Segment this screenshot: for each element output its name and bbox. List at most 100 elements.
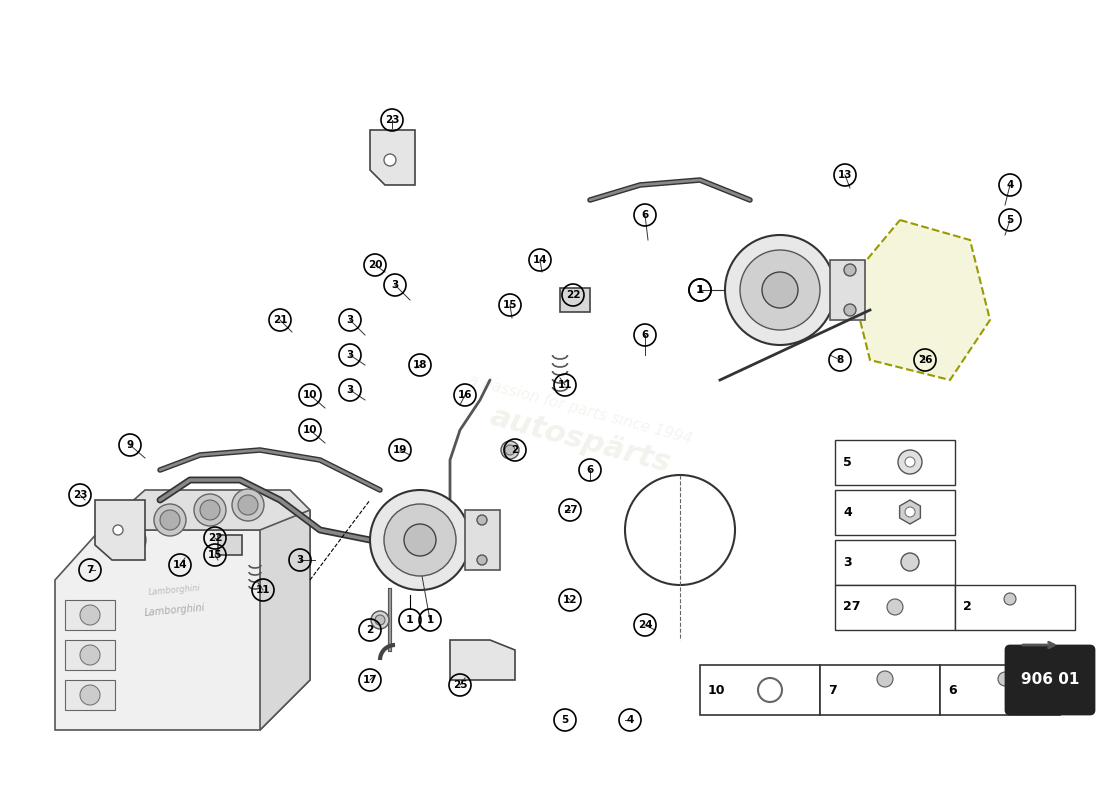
Circle shape [375,615,385,625]
Text: 14: 14 [173,560,187,570]
Polygon shape [900,500,921,524]
Circle shape [901,553,918,571]
Text: 4: 4 [843,506,851,518]
Bar [700,665,820,715]
Bar [955,585,1075,630]
Circle shape [113,525,123,535]
Text: 14: 14 [532,255,548,265]
Text: 6: 6 [586,465,594,475]
Circle shape [725,235,835,345]
Text: 5: 5 [561,715,569,725]
Text: 10: 10 [302,390,317,400]
Text: Lamborghini: Lamborghini [144,602,206,618]
Text: 27: 27 [563,505,578,515]
Text: 20: 20 [367,260,383,270]
Circle shape [898,450,922,474]
Circle shape [844,304,856,316]
Polygon shape [370,130,415,185]
Polygon shape [450,640,515,680]
Text: 24: 24 [638,620,652,630]
Circle shape [384,154,396,166]
Text: 15: 15 [503,300,517,310]
Bar [65,640,116,670]
Text: 1: 1 [427,615,433,625]
Text: 3: 3 [346,315,353,325]
Text: 13: 13 [838,170,853,180]
Text: 22: 22 [208,533,222,543]
Circle shape [232,489,264,521]
Circle shape [905,507,915,517]
Bar [65,680,116,710]
Text: 5: 5 [843,455,851,469]
Text: 26: 26 [917,355,933,365]
Bar [835,440,955,485]
Circle shape [1004,593,1016,605]
Polygon shape [218,535,242,555]
Circle shape [500,441,519,459]
Text: autospärts: autospärts [486,402,674,478]
Text: 4: 4 [626,715,634,725]
Circle shape [740,250,820,330]
Text: 4: 4 [1006,180,1014,190]
Text: 19: 19 [393,445,407,455]
Circle shape [80,645,100,665]
Circle shape [384,504,456,576]
Text: a passion for parts since 1994: a passion for parts since 1994 [466,373,693,447]
Text: 1: 1 [696,285,704,295]
Text: 2: 2 [962,601,971,614]
Bar [835,490,955,535]
Text: 3: 3 [296,555,304,565]
Text: 7: 7 [828,683,837,697]
Circle shape [762,272,798,308]
Text: 15: 15 [208,550,222,560]
Text: 10: 10 [708,683,726,697]
Circle shape [998,672,1012,686]
Circle shape [200,500,220,520]
Circle shape [370,490,470,590]
Circle shape [887,599,903,615]
Circle shape [477,515,487,525]
Text: 1: 1 [406,615,414,625]
Circle shape [877,671,893,687]
Circle shape [120,530,140,550]
Text: 12: 12 [563,595,578,605]
Circle shape [371,611,389,629]
Text: 27: 27 [843,601,860,614]
Polygon shape [55,530,310,730]
Circle shape [238,495,258,515]
Text: 3: 3 [392,280,398,290]
Circle shape [905,457,915,467]
Text: 11: 11 [558,380,572,390]
Circle shape [160,510,180,530]
Text: 23: 23 [385,115,399,125]
Polygon shape [560,288,590,312]
Text: 8: 8 [836,355,844,365]
Text: 6: 6 [948,683,957,697]
Text: 9: 9 [126,440,133,450]
Text: 3: 3 [346,350,353,360]
Text: 906 01: 906 01 [1021,673,1079,687]
Bar [835,540,955,585]
Text: Lamborghini: Lamborghini [148,583,201,597]
Bar [65,600,116,630]
Circle shape [154,504,186,536]
FancyBboxPatch shape [1006,646,1094,714]
Circle shape [114,524,146,556]
Circle shape [505,445,515,455]
Text: 21: 21 [273,315,287,325]
Circle shape [80,685,100,705]
Text: 25: 25 [453,680,468,690]
Text: 10: 10 [302,425,317,435]
Text: 7: 7 [86,565,94,575]
Circle shape [80,605,100,625]
Text: 6: 6 [641,330,649,340]
Polygon shape [830,260,865,320]
Text: 16: 16 [458,390,472,400]
Circle shape [477,555,487,565]
Circle shape [844,264,856,276]
Text: 3: 3 [843,555,851,569]
Text: 5: 5 [1006,215,1013,225]
Bar [820,665,940,715]
Polygon shape [850,220,990,380]
Circle shape [194,494,226,526]
